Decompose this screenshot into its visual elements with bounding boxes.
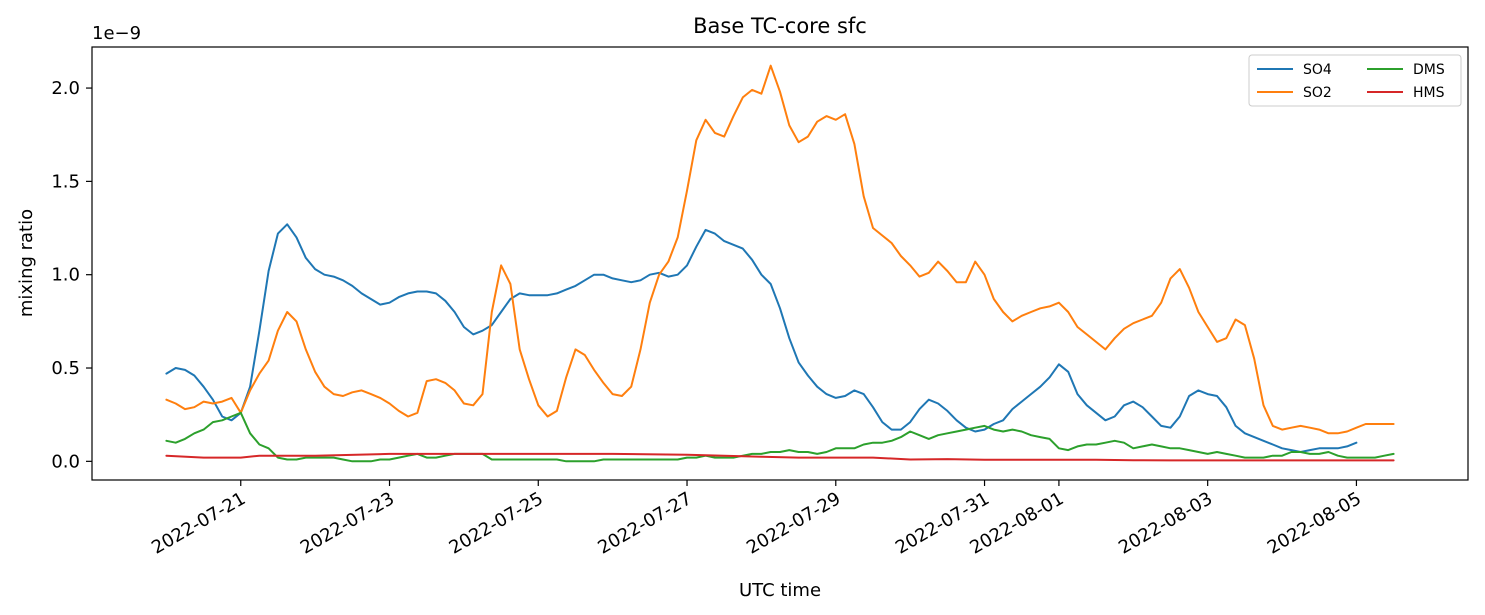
legend-label-so2: SO2: [1303, 85, 1332, 101]
series-line-so4: [165, 223, 1358, 453]
legend-box: [1248, 54, 1462, 107]
series-line-dms: [165, 411, 1395, 463]
series-line-so2: [165, 64, 1395, 435]
legend-label-dms: DMS: [1413, 62, 1445, 78]
x-axis-label: UTC time: [739, 580, 821, 601]
series-line-hms: [165, 452, 1395, 462]
y-tick-label: 0.5: [51, 358, 80, 379]
legend-label-so4: SO4: [1303, 62, 1332, 78]
y-tick-label: 1.0: [51, 265, 80, 286]
chart-title: Base TC-core sfc: [693, 14, 867, 38]
legend: SO4 SO2 DMS HMS: [1248, 54, 1462, 107]
y-axis-label: mixing ratio: [16, 209, 37, 317]
y-tick-label: 0.0: [51, 451, 80, 472]
y-tick-label: 1.5: [51, 171, 80, 192]
y-tick-label: 2.0: [51, 78, 80, 99]
legend-label-hms: HMS: [1413, 85, 1445, 101]
plot-area: [165, 64, 1395, 463]
y-offset-label: 1e−9: [92, 23, 141, 44]
axes-frame: [91, 46, 1469, 481]
